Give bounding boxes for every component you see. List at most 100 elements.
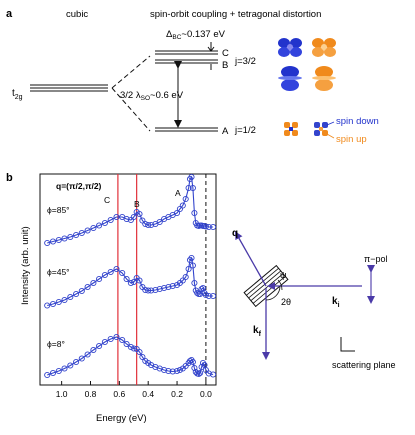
data-point-1-3 — [61, 296, 68, 304]
data-point-1-26 — [165, 283, 172, 291]
t2g-levels — [30, 84, 108, 92]
data-point-2-26 — [165, 367, 172, 375]
x-tick-label-2: 0.6 — [113, 389, 125, 399]
data-point-0-6 — [78, 229, 85, 237]
panel-b-label: b — [6, 172, 13, 184]
data-point-2-19 — [139, 353, 146, 361]
so-gap-label: 3/2 λSO~0.6 eV — [120, 90, 184, 102]
orbital-icon-c-spin-down — [278, 38, 302, 57]
orbital-icon-a-spin-up — [284, 122, 298, 136]
orbital-icon-b-spin-up — [312, 66, 336, 91]
q-vector-arrow — [235, 231, 267, 287]
data-point-1-0 — [44, 302, 51, 309]
data-point-2-13 — [119, 336, 126, 344]
q-vector-label: q=(π/2,π/2) — [56, 181, 102, 191]
spin-up-label: spin up — [336, 134, 367, 145]
data-point-2-4 — [67, 362, 74, 369]
intensity-axis-label: Intensity (arb. unit) — [20, 226, 31, 305]
data-point-2-9 — [96, 342, 103, 350]
data-point-2-45 — [205, 370, 212, 377]
data-point-2-23 — [152, 363, 159, 371]
data-point-2-7 — [84, 351, 91, 358]
data-point-1-7 — [84, 283, 91, 291]
data-point-0-5 — [73, 231, 80, 239]
psi-angle-arc — [277, 279, 283, 291]
data-point-1-18 — [136, 277, 143, 284]
data-point-2-6 — [78, 355, 85, 362]
energy-axis-label: Energy (eV) — [96, 413, 147, 424]
data-point-0-45 — [205, 223, 212, 231]
data-point-0-14 — [123, 215, 130, 223]
data-point-1-15 — [127, 279, 134, 287]
data-point-0-4 — [67, 233, 74, 241]
data-point-2-10 — [101, 338, 108, 346]
orbital-icon-c-spin-up — [312, 38, 336, 57]
data-point-0-11 — [107, 216, 114, 224]
data-point-1-9 — [96, 275, 103, 283]
data-point-1-23 — [152, 286, 159, 294]
data-point-2-14 — [123, 340, 130, 348]
scattering-plane-icon — [340, 337, 355, 352]
data-point-1-36 — [191, 279, 198, 287]
data-point-0-16 — [130, 213, 137, 221]
data-point-0-22 — [148, 221, 155, 229]
two-theta-arc — [265, 285, 281, 301]
orbital-icon-a-spin-down — [314, 122, 328, 136]
data-point-1-34 — [188, 254, 195, 262]
data-point-1-8 — [90, 279, 97, 287]
delta-arrowhead — [207, 46, 215, 52]
t2g-label: t2g — [12, 88, 23, 101]
data-point-2-11 — [107, 335, 114, 343]
data-point-1-41 — [198, 285, 205, 293]
level-a-label: A — [222, 126, 229, 137]
pi-polarization-label: π−pol — [364, 254, 387, 264]
data-point-1-5 — [73, 290, 80, 298]
data-point-1-16 — [130, 278, 137, 286]
header-spin-orbit: spin-orbit coupling + tetragonal distort… — [150, 9, 321, 20]
x-tick-label-0: 1.0 — [56, 389, 68, 399]
data-point-1-25 — [161, 284, 168, 292]
data-point-0-28 — [173, 209, 181, 217]
panel-a: a cubic spin-orbit coupling + tetragonal… — [6, 8, 379, 145]
data-point-1-20 — [142, 286, 149, 294]
data-point-2-1 — [49, 369, 57, 377]
curve-label-phi-8: ϕ=8° — [47, 339, 65, 349]
data-point-2-33 — [186, 357, 194, 365]
data-point-1-2 — [55, 298, 62, 306]
data-point-0-31 — [182, 195, 189, 203]
scattering-geometry: q ψ 2θ ki kf π−pol scattering plane — [232, 228, 396, 370]
level-c — [155, 50, 218, 55]
x-tick-label-5: 0.0 — [200, 389, 212, 399]
rixs-spectra — [44, 173, 217, 379]
data-point-0-32 — [185, 184, 192, 192]
data-point-2-36 — [191, 364, 198, 372]
data-point-2-12 — [113, 333, 120, 341]
plot-frame — [39, 173, 217, 386]
data-point-2-46 — [210, 371, 217, 378]
spin-down-pointer — [326, 121, 335, 126]
data-point-2-16 — [130, 345, 137, 352]
header-cubic: cubic — [66, 9, 88, 20]
data-point-2-0 — [44, 371, 51, 379]
data-point-2-15 — [127, 343, 134, 351]
data-point-1-11 — [107, 268, 114, 276]
data-point-1-22 — [148, 287, 155, 294]
data-point-1-44 — [202, 291, 209, 299]
data-point-2-39 — [195, 370, 202, 378]
q-label: q — [232, 228, 238, 239]
two-theta-label: 2θ — [281, 297, 291, 307]
data-point-1-24 — [156, 285, 163, 293]
data-point-1-12 — [113, 265, 120, 273]
data-point-0-1 — [49, 238, 57, 245]
ki-label: ki — [332, 296, 340, 309]
peak-label-b: B — [134, 199, 140, 209]
data-point-2-29 — [176, 366, 183, 374]
level-c-label: C — [222, 48, 229, 59]
level-connectors — [111, 55, 151, 132]
data-point-0-36 — [191, 209, 198, 217]
curve-label-phi-45: ϕ=45° — [47, 267, 70, 277]
data-point-1-38 — [194, 289, 201, 297]
data-point-0-10 — [101, 219, 108, 227]
panel-a-label: a — [6, 8, 13, 20]
data-point-2-40 — [197, 369, 204, 377]
